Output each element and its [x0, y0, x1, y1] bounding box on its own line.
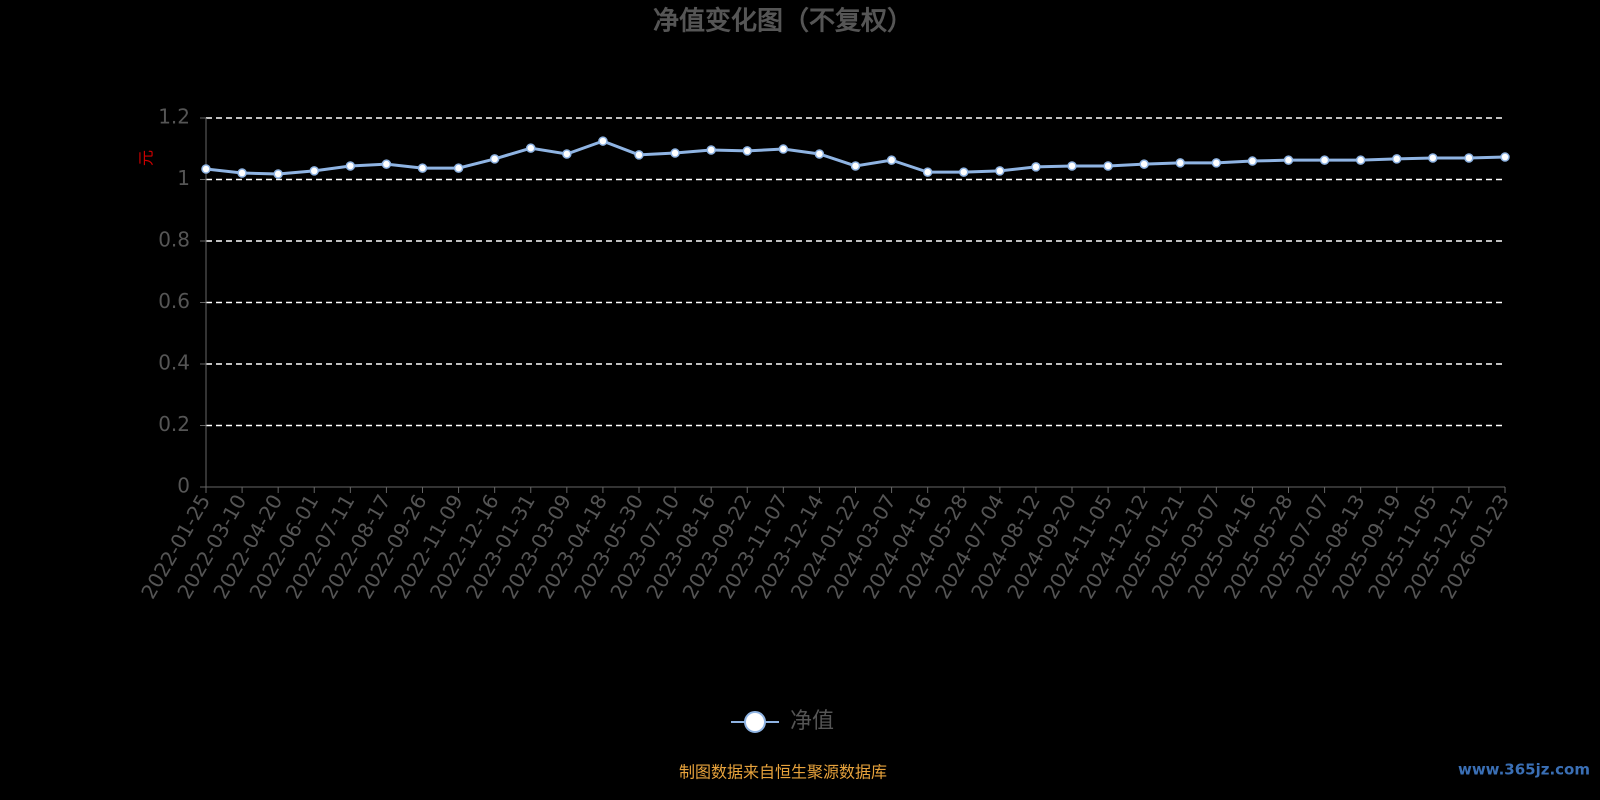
y-tick-label: 0.6: [158, 289, 190, 313]
chart-title: 净值变化图（不复权）: [653, 6, 913, 37]
data-point: [959, 167, 969, 177]
y-tick-label: 1.2: [158, 105, 190, 129]
data-point: [1319, 155, 1330, 165]
data-point: [778, 144, 789, 154]
y-axis-label: 元: [137, 150, 156, 166]
legend-item[interactable]: 净值: [731, 709, 834, 734]
data-point: [850, 161, 861, 171]
data-point: [1392, 154, 1402, 164]
data-point: [814, 149, 825, 159]
data-point: [381, 159, 392, 169]
data-point: [922, 167, 933, 177]
data-point: [1175, 158, 1185, 168]
y-tick-label: 0: [177, 474, 190, 498]
data-point: [670, 148, 680, 158]
data-point: [453, 163, 464, 173]
data-point: [742, 146, 752, 156]
data-point: [309, 166, 319, 176]
legend-marker: [744, 711, 766, 733]
y-tick-label: 1: [177, 166, 190, 190]
data-point: [526, 143, 536, 153]
data-point: [598, 136, 608, 146]
data-point: [201, 164, 211, 174]
data-point: [995, 166, 1005, 176]
y-tick-label: 0.8: [158, 228, 190, 252]
data-point: [1428, 153, 1438, 163]
y-tick-label: 0.4: [158, 351, 190, 375]
data-point: [1067, 161, 1077, 171]
data-point: [345, 161, 356, 171]
legend-label: 净值: [790, 709, 834, 734]
data-point: [1103, 161, 1113, 171]
data-point: [1211, 158, 1222, 168]
data-point: [1464, 153, 1474, 163]
data-point: [886, 155, 897, 165]
data-point: [1139, 159, 1149, 169]
data-point: [237, 168, 247, 178]
data-point: [273, 169, 283, 179]
data-point: [1500, 152, 1510, 162]
data-point: [562, 149, 572, 159]
data-point: [1031, 162, 1041, 172]
data-point: [417, 163, 428, 173]
source-note: 制图数据来自恒生聚源数据库: [679, 763, 887, 782]
data-point: [1355, 155, 1366, 165]
data-point: [634, 150, 644, 160]
y-tick-label: 0.2: [158, 412, 190, 436]
watermark: www.365jz.com: [1458, 761, 1590, 779]
data-point: [1247, 156, 1258, 166]
data-point: [706, 145, 716, 155]
data-point: [489, 154, 500, 164]
data-point: [1283, 155, 1294, 165]
